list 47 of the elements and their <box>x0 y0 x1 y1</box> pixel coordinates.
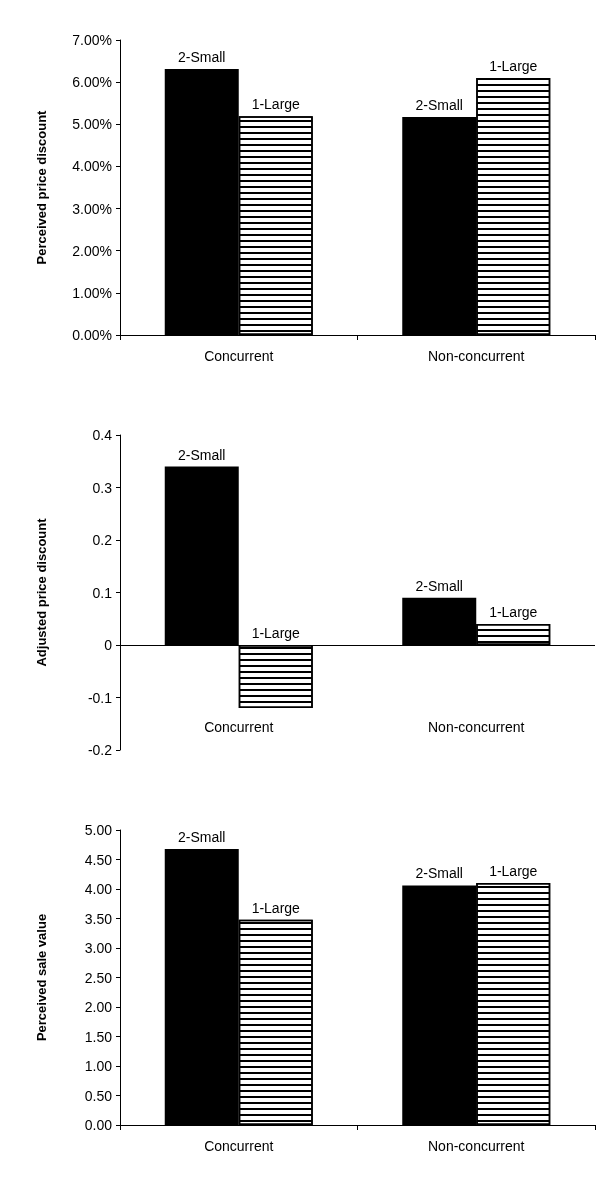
text: 2-Small <box>415 97 463 114</box>
y-tick-label: -0.2 <box>87 742 113 758</box>
y-tick-label: 2.50 <box>84 969 113 986</box>
x-tick-label: Concurrent <box>204 1138 274 1154</box>
y-tick-label: 3.00 <box>84 940 113 956</box>
series-label: 1-Large <box>251 899 301 916</box>
text: 1-Large <box>489 863 538 880</box>
text: 2-Small <box>415 865 463 882</box>
y-tick-label: 0.3 <box>92 479 113 496</box>
y-tick-label: 0 <box>104 637 113 653</box>
x-tick-label: Concurrent <box>204 348 274 364</box>
y-tick-label: 0.4 <box>92 427 113 443</box>
text: 1-Large <box>489 604 538 620</box>
y-tick-label: 3.50 <box>84 910 113 927</box>
y-tick-label: 4.00% <box>72 158 112 175</box>
y-tick-label: 1.00 <box>84 1058 113 1074</box>
text: 1-Large <box>489 57 538 74</box>
y-axis-title: Perceived price discount <box>34 109 49 265</box>
y-axis-title: Adjusted price discount <box>34 517 49 667</box>
y-tick-label: 4.50 <box>84 851 113 868</box>
series-label: 1-Large <box>251 96 301 113</box>
x-tick-label: Non-concurrent <box>428 348 525 364</box>
y-tick-label: 1.00% <box>72 284 112 301</box>
text: 2-Small <box>415 577 463 594</box>
y-tick-label: 2.00% <box>72 242 112 259</box>
series-label: 2-Small <box>178 446 226 463</box>
y-axis-title: Perceived sale value <box>34 913 49 1042</box>
y-tick-label: 5.00 <box>84 822 113 838</box>
y-tick-label: 2.00 <box>84 999 113 1015</box>
y-tick-label: 0.50 <box>84 1087 113 1104</box>
series-label: 2-Small <box>178 49 226 66</box>
y-tick-label: 0.00% <box>72 327 112 343</box>
x-tick-label: Non-concurrent <box>428 1138 525 1154</box>
y-tick-label: 0.1 <box>92 584 113 601</box>
y-tick-label: 7.00% <box>72 32 112 48</box>
series-label: 2-Small <box>178 828 226 845</box>
y-tick-label: 3.00% <box>72 200 112 217</box>
y-tick-label: -0.1 <box>87 689 113 706</box>
y-tick-label: 5.00% <box>72 116 112 133</box>
y-tick-label: 1.50 <box>84 1028 113 1045</box>
y-tick-label: 4.00 <box>84 881 113 897</box>
y-tick-label: 6.00% <box>72 74 112 91</box>
series-label: 1-Large <box>251 625 301 641</box>
y-tick-label: 0.2 <box>92 532 113 548</box>
x-tick-label: Concurrent <box>204 719 274 735</box>
y-tick-label: 0.00 <box>84 1117 113 1133</box>
x-tick-label: Non-concurrent <box>428 719 525 735</box>
